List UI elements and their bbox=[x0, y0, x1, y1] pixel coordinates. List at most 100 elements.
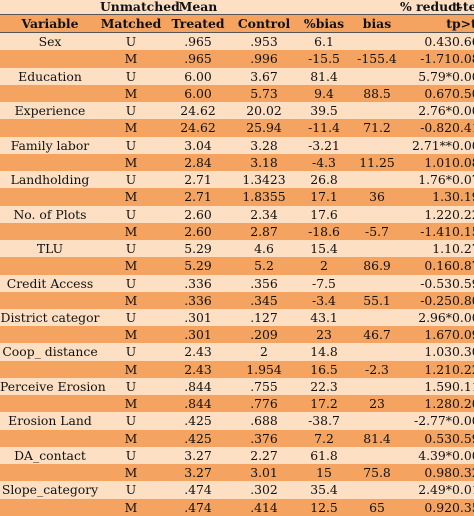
cell-treated: 24.62 bbox=[180, 120, 216, 136]
cell-p: 0.08 bbox=[452, 154, 474, 170]
cell-t: -0.53 bbox=[420, 275, 452, 291]
cell-matched: M bbox=[124, 120, 138, 136]
cell-treated: 24.62 bbox=[180, 103, 216, 119]
cell-p: 0.006 bbox=[452, 103, 474, 119]
cell-p: 0.415 bbox=[452, 120, 474, 136]
cell-control: .209 bbox=[250, 327, 278, 343]
cell-p: 0.003 bbox=[452, 309, 474, 325]
cell-control: 2.27 bbox=[250, 447, 278, 463]
table-row: Erosion Land U .425 .688 -38.7 -2.77*0.006 bbox=[0, 412, 474, 430]
cell-p: 0.806 bbox=[452, 292, 474, 308]
cell-bias bbox=[354, 240, 400, 257]
cell-p: 0.114 bbox=[452, 378, 474, 394]
cell-variable bbox=[0, 361, 100, 378]
cell-variable bbox=[0, 85, 100, 102]
cell-variable bbox=[0, 50, 100, 67]
cell-treated: .301 bbox=[184, 327, 212, 343]
cell-control: 5.73 bbox=[250, 85, 278, 101]
cell-bias bbox=[354, 206, 400, 223]
cell-matched: U bbox=[125, 309, 137, 325]
cell-p: 0.096 bbox=[452, 327, 474, 343]
cell-t: -1.71 bbox=[420, 51, 452, 67]
cell-matched: U bbox=[125, 68, 137, 84]
cell-p: 0.079 bbox=[452, 172, 474, 188]
table-row: M 2.60 2.87 -18.6 -5.7 -1.410.159 bbox=[0, 222, 474, 241]
cell-treated: .425 bbox=[184, 413, 212, 429]
cell-variable: TLU bbox=[36, 241, 64, 257]
header-pct-reduct: % reduct bbox=[400, 0, 462, 14]
header-variable-top bbox=[0, 0, 100, 14]
cell-treated: .425 bbox=[184, 430, 212, 446]
cell-treated: .474 bbox=[184, 499, 212, 515]
cell-treated: 6.00 bbox=[184, 85, 212, 101]
cell-pbias: 7.2 bbox=[314, 430, 334, 446]
cell-matched: U bbox=[125, 206, 137, 222]
cell-treated: 3.04 bbox=[184, 137, 212, 153]
cell-matched: U bbox=[125, 103, 137, 119]
cell-control: 4.6 bbox=[254, 241, 274, 257]
cell-treated: .336 bbox=[184, 292, 212, 308]
cell-matched: M bbox=[124, 430, 138, 446]
cell-variable: Family labor bbox=[10, 137, 90, 153]
cell-treated: .965 bbox=[184, 51, 212, 67]
table-row: M 2.43 1.954 16.5 -2.3 1.210.226 bbox=[0, 360, 474, 378]
cell-p: 0.503 bbox=[452, 85, 474, 101]
header-control-top bbox=[234, 0, 294, 14]
header-unmatched: Unmatched bbox=[100, 0, 180, 14]
cell-control: .414 bbox=[250, 499, 278, 515]
cell-treated: 2.60 bbox=[184, 223, 212, 239]
cell-variable: Coop_ distance bbox=[2, 344, 98, 360]
table-row: Education U 6.00 3.67 81.4 5.79*0.000 bbox=[0, 67, 474, 85]
cell-p: 0.159 bbox=[452, 223, 474, 239]
cell-bias: -5.7 bbox=[365, 223, 389, 239]
cell-variable: DA_contact bbox=[14, 447, 86, 463]
cell-bias: 23 bbox=[369, 396, 385, 412]
cell-pbias: 17.2 bbox=[310, 396, 338, 412]
cell-treated: .474 bbox=[184, 482, 212, 498]
cell-matched: M bbox=[124, 154, 138, 170]
cell-bias: 71.2 bbox=[363, 120, 391, 136]
cell-pbias: -4.3 bbox=[312, 154, 336, 170]
cell-pbias: -18.6 bbox=[308, 223, 340, 239]
table-row: Slope_category U .474 .302 35.4 2.49*0.013 bbox=[0, 481, 474, 499]
cell-matched: U bbox=[125, 34, 137, 50]
cell-variable: Experience bbox=[14, 103, 86, 119]
cell-p: 0.272 bbox=[452, 241, 474, 257]
cell-treated: 6.00 bbox=[184, 68, 212, 84]
cell-variable: No. of Plots bbox=[13, 206, 87, 222]
cell-pbias: 15.4 bbox=[310, 241, 338, 257]
cell-pbias: -3.21 bbox=[308, 137, 340, 153]
cell-p: 0.088 bbox=[452, 51, 474, 67]
cell-treated: 2.71 bbox=[184, 172, 212, 188]
table-row: No. of Plots U 2.60 2.34 17.6 1.220.223 bbox=[0, 205, 474, 223]
cell-control: 1.954 bbox=[246, 361, 282, 377]
cell-bias: 88.5 bbox=[363, 85, 391, 101]
header-bias: bias bbox=[362, 16, 392, 31]
header-row-1: Unmatched Mean % reduct t-test bbox=[0, 0, 474, 14]
cell-bias bbox=[354, 102, 400, 119]
cell-pbias: 14.8 bbox=[310, 344, 338, 360]
cell-variable bbox=[0, 326, 100, 343]
cell-pbias: 9.4 bbox=[314, 85, 334, 101]
header-row-2: Variable Matched Treated Control %bias b… bbox=[0, 14, 474, 34]
cell-pbias: -11.4 bbox=[308, 120, 340, 136]
cell-matched: M bbox=[124, 223, 138, 239]
header-pbias-top bbox=[294, 0, 354, 14]
cell-treated: 2.43 bbox=[184, 361, 212, 377]
cell-bias: -155.4 bbox=[357, 51, 397, 67]
table-row: M 3.27 3.01 15 75.8 0.980.329 bbox=[0, 464, 474, 482]
cell-control: .755 bbox=[250, 378, 278, 394]
cell-bias bbox=[354, 171, 400, 188]
cell-t: 0.98 bbox=[424, 465, 452, 481]
table-row: M .844 .776 17.2 23 1.280.201 bbox=[0, 395, 474, 413]
cell-control: 1.8355 bbox=[242, 189, 286, 205]
cell-bias: 36 bbox=[369, 189, 385, 205]
cell-matched: M bbox=[124, 361, 138, 377]
cell-control: 3.01 bbox=[250, 465, 278, 481]
cell-variable bbox=[0, 154, 100, 171]
header-p: p>t bbox=[452, 16, 474, 31]
table-row: M 2.71 1.8355 17.1 36 1.30.193 bbox=[0, 188, 474, 206]
cell-bias bbox=[354, 33, 400, 50]
cell-bias: -2.3 bbox=[365, 361, 389, 377]
